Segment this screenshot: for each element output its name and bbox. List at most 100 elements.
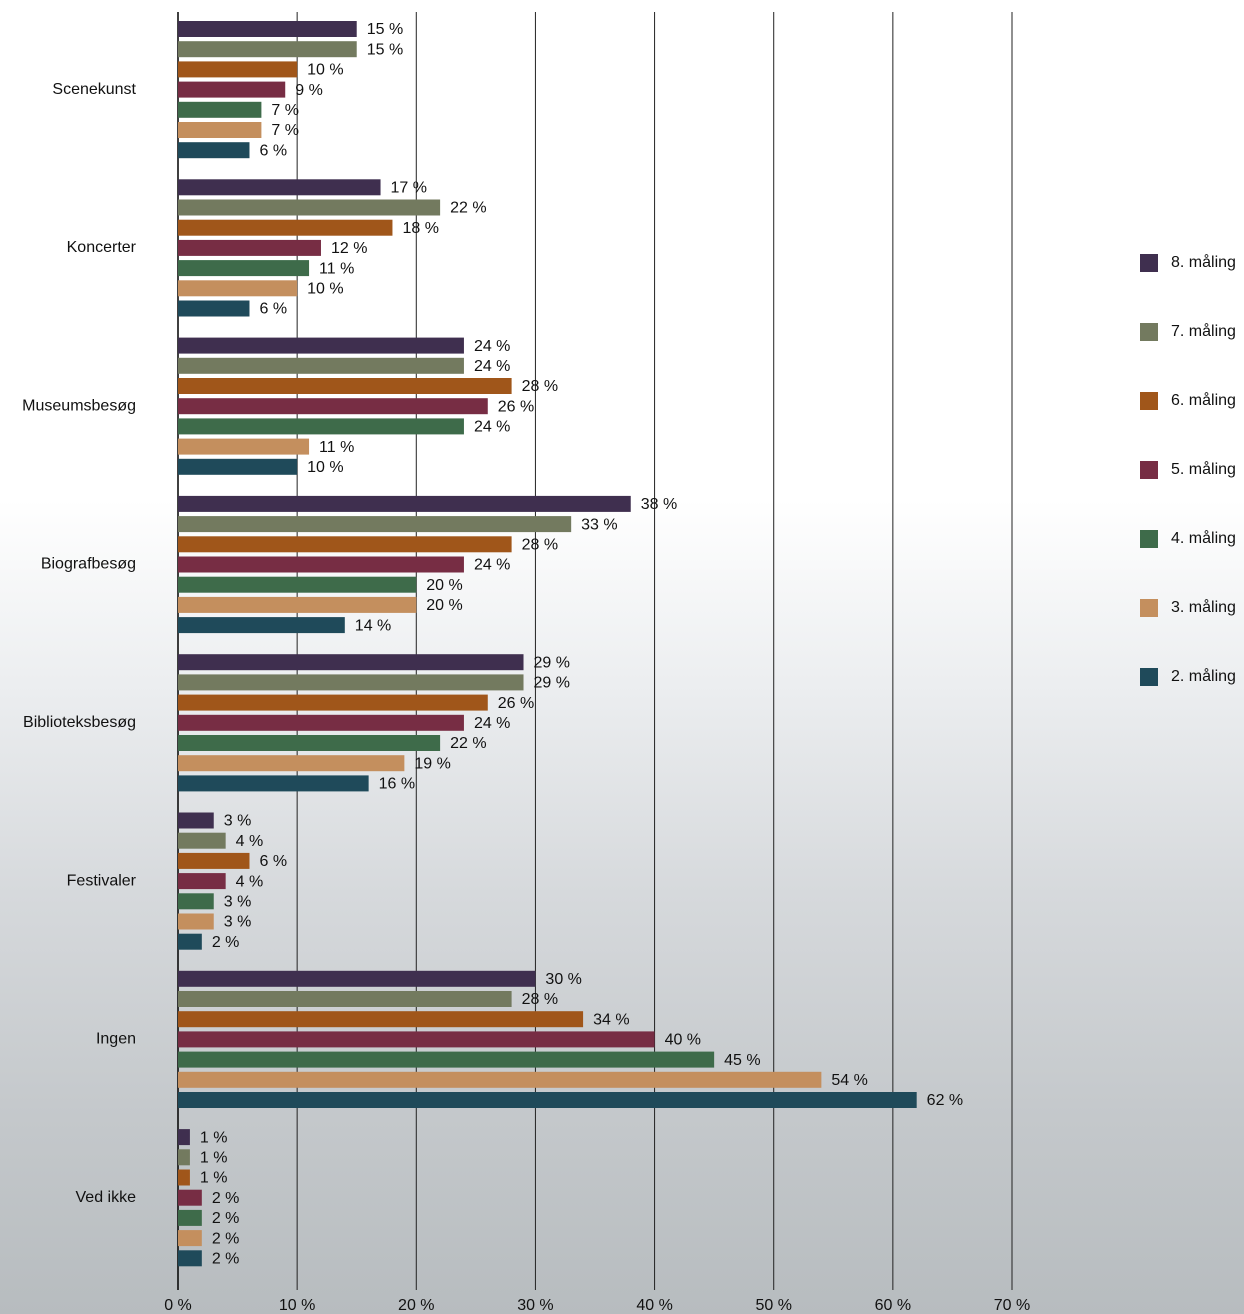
bar bbox=[178, 1092, 917, 1108]
value-label: 2 % bbox=[212, 1210, 240, 1227]
x-tick-label: 30 % bbox=[517, 1297, 553, 1314]
value-label: 1 % bbox=[200, 1170, 228, 1187]
bar bbox=[178, 122, 262, 138]
bar bbox=[178, 1189, 202, 1206]
value-label: 2 % bbox=[212, 934, 240, 951]
bar bbox=[178, 991, 512, 1007]
value-label: 12 % bbox=[331, 240, 367, 257]
value-label: 54 % bbox=[831, 1072, 867, 1089]
bar bbox=[178, 280, 298, 297]
value-label: 11 % bbox=[319, 439, 354, 456]
y-tick-label: Museumsbesøg bbox=[22, 397, 136, 414]
value-label: 4 % bbox=[236, 873, 264, 890]
legend-label: 5. måling bbox=[1171, 460, 1236, 478]
bar bbox=[178, 775, 369, 792]
bar bbox=[178, 239, 321, 256]
legend-label: 8. måling bbox=[1171, 253, 1236, 271]
x-tick-label: 50 % bbox=[755, 1297, 791, 1314]
bar bbox=[178, 1031, 655, 1048]
bar bbox=[178, 260, 310, 277]
legend-swatch bbox=[1140, 254, 1158, 272]
value-label: 11 % bbox=[319, 260, 354, 277]
bar bbox=[178, 576, 417, 593]
bar bbox=[178, 617, 345, 634]
value-label: 24 % bbox=[474, 419, 510, 436]
bar bbox=[178, 337, 464, 354]
value-label: 62 % bbox=[927, 1092, 963, 1109]
value-label: 3 % bbox=[224, 813, 252, 830]
value-label: 20 % bbox=[426, 597, 462, 614]
bar bbox=[178, 1011, 584, 1028]
bar bbox=[178, 101, 262, 118]
bar bbox=[178, 1209, 202, 1226]
value-label: 38 % bbox=[641, 496, 677, 513]
value-label: 14 % bbox=[355, 617, 391, 634]
bar bbox=[178, 398, 488, 415]
bar bbox=[178, 300, 250, 317]
x-tick-label: 70 % bbox=[994, 1297, 1030, 1314]
bar bbox=[178, 458, 298, 475]
bar bbox=[178, 418, 464, 435]
bar bbox=[178, 142, 250, 159]
legend-label: 2. måling bbox=[1171, 667, 1236, 685]
bar bbox=[178, 812, 214, 829]
value-label: 7 % bbox=[271, 122, 299, 139]
bar bbox=[178, 1250, 202, 1267]
value-label: 24 % bbox=[474, 358, 510, 375]
value-label: 19 % bbox=[414, 755, 450, 772]
value-label: 2 % bbox=[212, 1230, 240, 1247]
bar bbox=[178, 536, 512, 553]
legend-swatch bbox=[1140, 392, 1158, 410]
bar bbox=[178, 1149, 190, 1166]
bar bbox=[178, 1169, 190, 1186]
value-label: 4 % bbox=[236, 833, 264, 850]
y-tick-label: Ingen bbox=[96, 1031, 136, 1048]
value-label: 9 % bbox=[295, 82, 323, 99]
x-tick-label: 60 % bbox=[875, 1297, 911, 1314]
bar bbox=[178, 179, 381, 196]
value-label: 17 % bbox=[391, 180, 427, 197]
bar bbox=[178, 893, 214, 910]
value-label: 26 % bbox=[498, 398, 534, 415]
value-label: 28 % bbox=[522, 537, 558, 554]
legend-label: 6. måling bbox=[1171, 391, 1236, 409]
value-label: 40 % bbox=[665, 1032, 701, 1049]
bar bbox=[178, 694, 488, 711]
y-tick-label: Scenekunst bbox=[52, 81, 136, 98]
value-label: 45 % bbox=[724, 1052, 760, 1069]
value-label: 29 % bbox=[534, 675, 570, 692]
value-label: 26 % bbox=[498, 695, 534, 712]
legend-swatch bbox=[1140, 599, 1158, 617]
legend-swatch bbox=[1140, 530, 1158, 548]
value-label: 1 % bbox=[200, 1150, 228, 1167]
bar bbox=[178, 1071, 822, 1088]
value-label: 24 % bbox=[474, 557, 510, 574]
bar bbox=[178, 913, 214, 930]
y-tick-label: Biografbesøg bbox=[41, 556, 136, 573]
value-label: 6 % bbox=[259, 853, 287, 870]
value-label: 2 % bbox=[212, 1251, 240, 1268]
value-label: 10 % bbox=[307, 62, 343, 79]
bar bbox=[178, 832, 226, 849]
y-tick-label: Ved ikke bbox=[76, 1189, 137, 1206]
y-tick-label: Koncerter bbox=[67, 239, 137, 256]
bar bbox=[178, 41, 357, 58]
value-label: 15 % bbox=[367, 21, 403, 38]
value-label: 24 % bbox=[474, 338, 510, 355]
bar bbox=[178, 674, 524, 691]
legend-label: 7. måling bbox=[1171, 322, 1236, 340]
value-label: 3 % bbox=[224, 914, 252, 931]
bar bbox=[178, 654, 524, 671]
value-label: 3 % bbox=[224, 894, 252, 911]
bar bbox=[178, 495, 631, 512]
bar bbox=[178, 219, 393, 236]
bar bbox=[178, 596, 417, 613]
value-label: 18 % bbox=[402, 220, 438, 237]
value-label: 34 % bbox=[593, 1011, 629, 1028]
value-label: 2 % bbox=[212, 1190, 240, 1207]
bar bbox=[178, 81, 286, 98]
bar bbox=[178, 873, 226, 890]
value-label: 28 % bbox=[522, 991, 558, 1008]
legend-label: 3. måling bbox=[1171, 598, 1236, 616]
value-label: 6 % bbox=[259, 301, 287, 318]
